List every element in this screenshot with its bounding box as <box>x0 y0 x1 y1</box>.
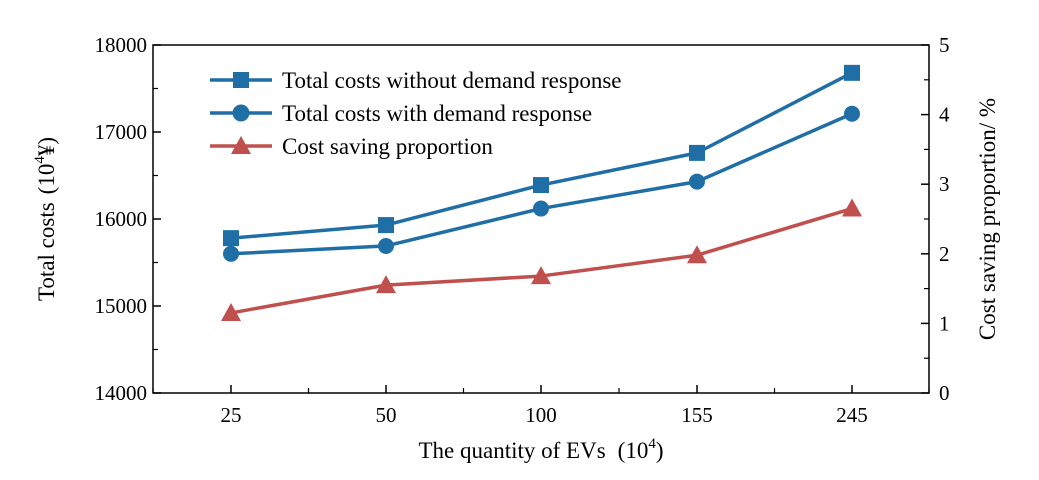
right-y-tick-label: 3 <box>939 172 950 196</box>
data-point-square <box>844 64 860 81</box>
right-y-tick-label: 4 <box>939 103 950 127</box>
x-axis-unit-close-paren: ) <box>656 438 664 463</box>
data-point-triangle <box>376 275 396 294</box>
data-point-triangle <box>842 198 862 217</box>
legend-item-without-dr: Total costs without demand response <box>210 68 622 93</box>
data-point-triangle <box>221 302 241 321</box>
right-y-axis: 0 1 2 3 4 5 <box>921 33 950 405</box>
legend-label-without-dr: Total costs without demand response <box>282 68 622 93</box>
x-tick-label: 155 <box>681 403 713 427</box>
data-point-circle <box>844 105 860 122</box>
left-y-tick-label: 16000 <box>95 207 148 231</box>
x-axis-unit-base: 10 <box>625 438 648 463</box>
legend-square-marker-icon <box>233 72 249 88</box>
legend-item-saving: Cost saving proportion <box>210 134 493 159</box>
left-y-axis: 14000 15000 16000 17000 18000 <box>95 33 161 405</box>
left-y-tick-label: 14000 <box>95 381 148 405</box>
left-y-axis-title: Total costs (104¥) <box>32 137 59 301</box>
data-point-circle <box>533 200 549 217</box>
left-y-axis-unit-symbol: ¥ <box>34 144 59 156</box>
left-y-tick-label: 17000 <box>95 120 148 144</box>
x-tick-label: 25 <box>221 403 242 427</box>
legend: Total costs without demand response Tota… <box>210 68 622 159</box>
series-line-triangle <box>230 206 853 315</box>
x-axis-title: The quantity of EVs (104) <box>419 436 664 463</box>
x-axis-unit-exponent: 4 <box>648 436 656 452</box>
x-tick-label: 100 <box>525 403 557 427</box>
right-y-tick-label: 2 <box>939 242 950 266</box>
left-y-tick-label: 18000 <box>95 33 148 57</box>
data-point-triangle <box>531 266 551 285</box>
legend-triangle-marker-icon <box>231 136 251 154</box>
left-y-axis-unit-close-paren: ) <box>34 137 59 145</box>
left-y-axis-unit-exponent: 4 <box>32 156 48 164</box>
data-point-square <box>533 177 549 194</box>
left-y-tick-label: 15000 <box>95 294 148 318</box>
right-y-axis-title: Cost saving proportion/ % <box>975 98 1000 340</box>
data-point-triangle <box>687 245 707 264</box>
legend-label-with-dr: Total costs with demand response <box>282 101 592 126</box>
series-layer <box>221 64 862 321</box>
data-point-circle <box>689 173 705 190</box>
left-y-axis-title-text: Total costs <box>34 202 59 301</box>
data-point-circle <box>223 245 239 262</box>
left-y-axis-unit-base: 10 <box>34 164 59 187</box>
left-y-axis-unit-open-paren: ( <box>34 187 59 195</box>
legend-label-saving: Cost saving proportion <box>282 134 493 159</box>
right-y-tick-label: 1 <box>939 311 950 335</box>
right-y-tick-label: 5 <box>939 33 950 57</box>
data-point-circle <box>378 237 394 254</box>
x-tick-label: 50 <box>376 403 397 427</box>
legend-circle-marker-icon <box>232 104 250 122</box>
data-point-square <box>223 230 239 247</box>
x-axis-unit-open-paren: ( <box>618 438 626 463</box>
data-point-square <box>378 217 394 234</box>
legend-item-with-dr: Total costs with demand response <box>210 101 592 126</box>
x-axis: 25 50 100 155 245 <box>152 385 930 427</box>
right-y-tick-label: 0 <box>939 381 950 405</box>
x-axis-title-text: The quantity of EVs <box>419 438 606 463</box>
data-point-square <box>689 144 705 161</box>
x-tick-label: 245 <box>836 403 868 427</box>
